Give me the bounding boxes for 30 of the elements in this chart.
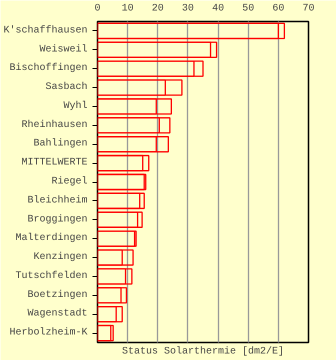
y-tick-label: Bischoffingen (9, 62, 88, 74)
bar (98, 287, 128, 304)
y-tick-label: MITTELWERTE (21, 158, 88, 169)
bar (98, 249, 134, 266)
y-tick-label: Malterdingen (15, 232, 88, 244)
y-tick-label: Broggingen (27, 213, 88, 226)
y-tick-label: Bahlingen (33, 138, 88, 150)
y-tick-label: Weisweil (39, 43, 88, 56)
y-tick-label: Tutschfelden (15, 270, 88, 282)
x-tick-label: 70 (302, 4, 315, 14)
y-tick-label: Bleichheim (27, 194, 88, 206)
x-tick-label: 40 (212, 4, 224, 14)
y-tick-label: Wyhl (63, 100, 88, 112)
y-tick-label: Riegel (51, 176, 88, 188)
bar (98, 98, 172, 115)
y-tick-label: Sasbach (45, 81, 88, 94)
x-tick-label: 10 (122, 4, 134, 14)
bar (98, 136, 169, 152)
y-tick-label: Wagenstadt (27, 308, 88, 320)
y-tick-label: Rheinhausen (21, 118, 88, 131)
y-tick-label: K'schaffhausen (3, 24, 88, 36)
y-tick-label: Boetzingen (27, 288, 88, 301)
x-tick-label: 20 (152, 4, 164, 14)
y-tick-label: Kenzingen (33, 251, 88, 264)
x-tick-label: 0 (94, 4, 101, 14)
y-tick-label: Herbolzheim-K (9, 326, 88, 339)
x-axis-title: Status Solarthermie [dm2/E] (122, 346, 284, 358)
x-tick-label: 50 (242, 4, 254, 14)
x-tick-label: 30 (182, 4, 194, 14)
x-tick-label: 60 (272, 4, 284, 14)
